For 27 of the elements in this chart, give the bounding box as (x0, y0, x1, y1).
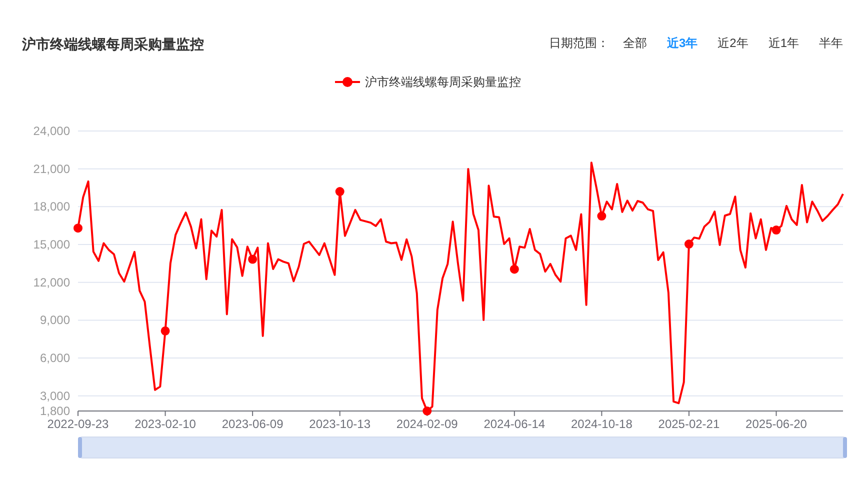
annotation: 近1年 (768, 36, 799, 50)
xtick: 2024-10-18 (571, 417, 632, 431)
ytick: 9,000 (40, 313, 70, 328)
ytick: 1,800 (40, 404, 70, 418)
xtick: 2023-06-09 (222, 417, 284, 431)
ytick: 18,000 (33, 200, 70, 214)
ytick: 6,000 (40, 351, 70, 366)
legend-label: 沪市终端线螺每周采购量监控 (365, 75, 521, 89)
xtick: 2023-02-10 (134, 417, 196, 431)
xtick: 2023-10-13 (309, 417, 371, 431)
ytick: 12,000 (33, 275, 70, 290)
title: 沪市终端线螺每周采购量监控 (22, 36, 204, 52)
xtick: 2024-02-09 (396, 417, 458, 431)
xtick: 2024-06-14 (484, 417, 546, 431)
xtick: 2025-02-21 (658, 417, 720, 431)
annotation: 半年 (819, 36, 843, 50)
ytick: 15,000 (33, 238, 70, 252)
annotation: 日期范围： (548, 36, 609, 50)
annotation: 全部 (622, 36, 647, 50)
xtick: 2025-06-20 (746, 417, 807, 431)
ytick: 21,000 (33, 162, 70, 176)
xtick: 2022-09-23 (47, 417, 109, 431)
annotation: 近2年 (718, 36, 748, 50)
legend: 沪市终端线螺每周采购量监控 (335, 75, 521, 89)
annotation: 近3年 (666, 36, 698, 50)
ytick: 3,000 (40, 388, 70, 403)
ytick: 24,000 (33, 124, 70, 138)
